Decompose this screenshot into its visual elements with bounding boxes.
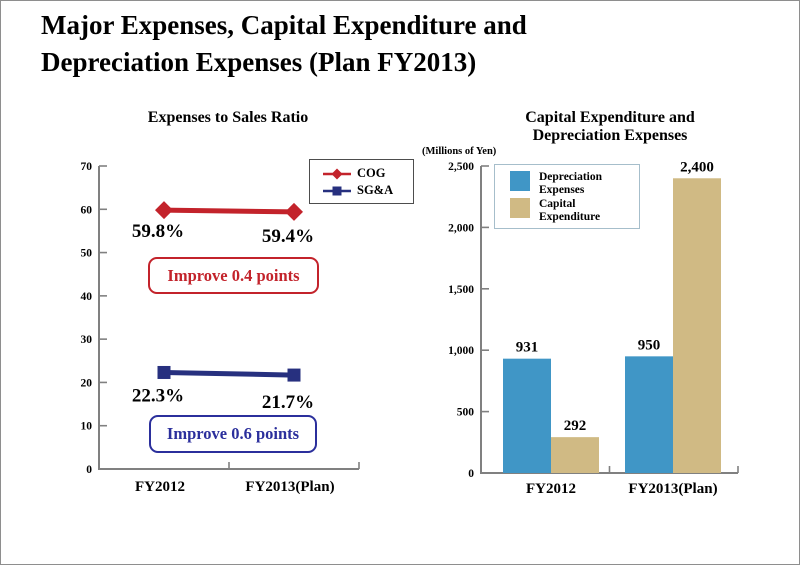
legend-item-depreciation: Depreciation Expenses <box>510 171 639 196</box>
slide-title-line1: Major Expenses, Capital Expenditure and <box>41 10 527 40</box>
y-tick-label: 2,500 <box>448 161 474 173</box>
y-tick-label: 10 <box>81 421 93 433</box>
bar-FY2013(Plan)-capex <box>673 178 721 473</box>
y-tick-label: 2,000 <box>448 222 474 234</box>
COG-point-label: 59.8% <box>132 221 184 242</box>
slide-title-line2: Depreciation Expenses (Plan FY2013) <box>41 47 477 77</box>
y-tick-label: 0 <box>468 468 474 480</box>
bar-FY2012-capex <box>551 437 599 473</box>
legend-item-capex: Capital Expenditure <box>510 198 639 223</box>
legend-label-capex: Capital Expenditure <box>539 198 601 223</box>
y-tick-label: 40 <box>81 291 93 303</box>
legend-label-cog: COG <box>357 166 386 180</box>
capex-depreciation-bar-chart: 0 500 1,000 1,500 2,000 2,500 931 292 FY2012 950 2… <box>448 159 739 497</box>
COG-point-label: 59.4% <box>262 226 314 247</box>
bar-chart-legend: Depreciation Expenses Capital Expenditur… <box>494 164 640 229</box>
y-tick-label: 70 <box>81 161 93 173</box>
line-chart-legend: COG SG&A <box>309 159 414 204</box>
x-category-label: FY2013(Plan) <box>628 481 717 497</box>
slide-title: Major Expenses, Capital Expenditure and … <box>41 7 527 81</box>
SG&A-marker <box>287 368 301 382</box>
bar-value-label: 931 <box>516 340 539 356</box>
y-tick-label: 30 <box>81 334 93 346</box>
bar-value-label: 950 <box>638 337 661 353</box>
expenses-to-sales-ratio-line-chart: 0 10 20 30 40 50 60 70 59.8% 59.4% 22.3% 21.7% FY201… <box>81 161 360 495</box>
COG-marker <box>285 202 303 221</box>
y-tick-label: 1,000 <box>448 345 474 357</box>
y-axis-unit-label: (Millions of Yen) <box>422 146 497 157</box>
cog-line-marker-icon <box>323 168 351 179</box>
y-tick-label: 60 <box>81 204 93 216</box>
SG&A-point-label: 21.7% <box>262 392 314 413</box>
left-chart-title: Expenses to Sales Ratio <box>147 109 309 126</box>
y-tick-label: 500 <box>457 407 475 419</box>
improve-sga-annotation: Improve 0.6 points <box>149 415 317 453</box>
y-tick-label: 1,500 <box>448 284 474 296</box>
legend-label-depreciation: Depreciation Expenses <box>539 171 603 196</box>
bar-value-label: 2,400 <box>680 159 714 175</box>
y-tick-label: 0 <box>86 464 92 476</box>
capex-swatch-icon <box>510 198 530 218</box>
COG-line <box>163 207 295 215</box>
right-chart-title: Capital Expenditure and Depreciation Exp… <box>479 109 741 145</box>
bar-FY2013(Plan)-depreciation <box>625 356 673 473</box>
bar-FY2012-depreciation <box>503 358 551 473</box>
depreciation-swatch-icon <box>510 171 530 191</box>
sga-line-marker-icon <box>323 186 351 195</box>
y-tick-label: 50 <box>81 248 93 260</box>
legend-item-cog: COG <box>322 165 413 182</box>
improve-cog-annotation: Improve 0.4 points <box>148 257 319 294</box>
SG&A-marker <box>157 365 171 379</box>
legend-label-sga: SG&A <box>357 183 394 197</box>
SG&A-point-label: 22.3% <box>132 385 184 406</box>
COG-marker <box>155 201 173 220</box>
SG&A-line <box>163 369 295 378</box>
y-tick-label: 20 <box>81 377 93 389</box>
bar-value-label: 292 <box>564 418 587 434</box>
x-category-label: FY2012 <box>135 479 185 495</box>
right-chart-title-line1: Capital Expenditure and <box>525 109 695 126</box>
right-chart-title-line2: Depreciation Expenses <box>532 127 688 144</box>
x-category-label: FY2012 <box>526 481 576 497</box>
legend-item-sga: SG&A <box>322 182 413 199</box>
x-category-label: FY2013(Plan) <box>245 479 334 495</box>
